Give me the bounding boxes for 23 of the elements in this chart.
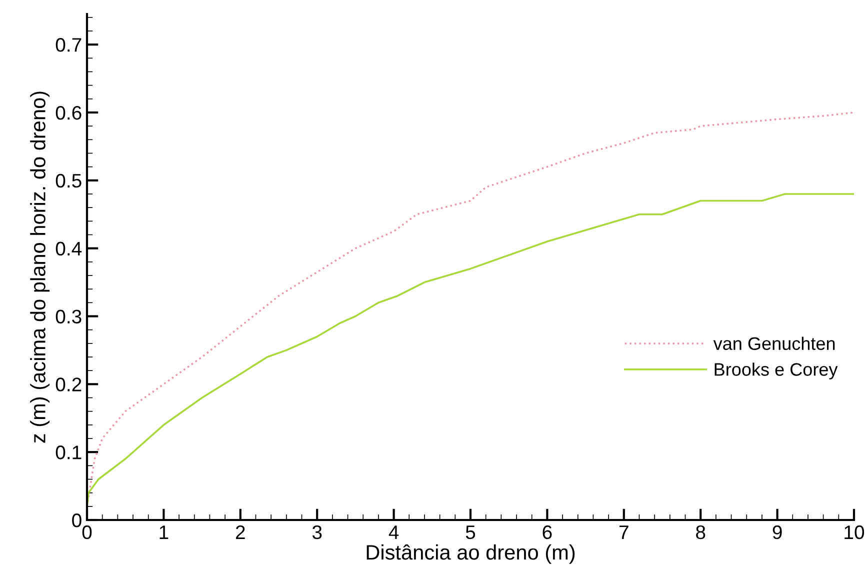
y-tick-label: 0.1 <box>56 446 82 460</box>
x-tick-label: 0 <box>82 525 92 540</box>
x-tick-label: 4 <box>388 526 399 539</box>
y-tick-label: 0.2 <box>56 378 82 392</box>
y-tick-label: 0.4 <box>56 242 82 256</box>
x-tick-label: 10 <box>844 525 864 540</box>
y-tick-label: 0.5 <box>56 174 82 188</box>
x-tick-label: 5 <box>466 526 476 540</box>
legend-label: Brooks e Corey <box>714 362 838 380</box>
x-tick-label: 7 <box>619 526 628 539</box>
y-tick-label: 0 <box>72 513 82 528</box>
x-tick-label: 1 <box>160 526 168 539</box>
x-tick-label: 8 <box>696 525 706 540</box>
y-tick-label: 0.6 <box>56 106 82 120</box>
legend-label: van Genuchten <box>713 336 835 350</box>
x-tick-label: 3 <box>312 525 322 540</box>
x-axis-title: Distância ao dreno (m) <box>366 544 575 564</box>
y-axis-title: z (m) (acima do plano horiz. do dreno) <box>30 92 50 443</box>
x-tick-label: 9 <box>772 525 782 540</box>
y-tick-label: 0.3 <box>56 310 82 324</box>
x-tick-label: 2 <box>236 525 245 539</box>
y-tick-label: 0.7 <box>56 38 82 52</box>
x-tick-label: 6 <box>542 525 552 540</box>
